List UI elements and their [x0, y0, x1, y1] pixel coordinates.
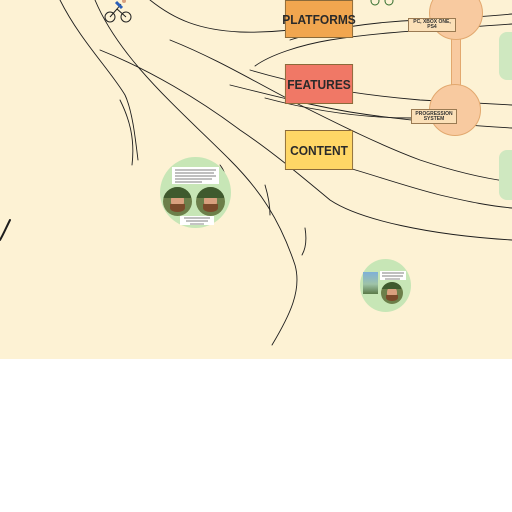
- text-lines-graphic: [382, 272, 404, 280]
- content-tag[interactable]: CONTENT: [284, 130, 354, 170]
- bubble-note-text: [172, 167, 219, 184]
- line: [94, 0, 298, 346]
- line: [119, 99, 134, 166]
- bubble-caption-text: [180, 216, 214, 225]
- progression-system-label[interactable]: PROGRESSION SYSTEM: [411, 109, 457, 124]
- green-card-edge[interactable]: [499, 150, 512, 200]
- cyclist-doodle-icon: [104, 0, 132, 23]
- game-screenshot-thumbnail: [363, 272, 378, 294]
- line: [0, 219, 11, 241]
- line: [264, 184, 271, 216]
- avatar: [381, 282, 403, 304]
- text-lines-graphic: [184, 217, 210, 225]
- line: [264, 97, 413, 119]
- line: [59, 0, 139, 161]
- platforms-detail-label[interactable]: PC, XBOX ONE, PS4: [408, 18, 456, 32]
- wheels-doodle-icon: [370, 0, 394, 6]
- bubble-note-text: [380, 271, 406, 280]
- green-card-edge[interactable]: [499, 32, 512, 80]
- features-tag[interactable]: FEATURES: [284, 64, 354, 104]
- line: [169, 39, 512, 183]
- whiteboard-canvas[interactable]: PC, XBOX ONE, PS4 PROGRESSION SYSTEM PLA…: [0, 0, 512, 359]
- text-lines-graphic: [175, 169, 216, 183]
- avatar: [196, 187, 225, 216]
- mindmap-connector: [451, 36, 461, 88]
- hand-drawn-lines: [0, 0, 512, 346]
- line: [301, 227, 307, 256]
- avatar: [163, 187, 192, 216]
- platforms-tag[interactable]: PLATFORMS: [282, 0, 356, 38]
